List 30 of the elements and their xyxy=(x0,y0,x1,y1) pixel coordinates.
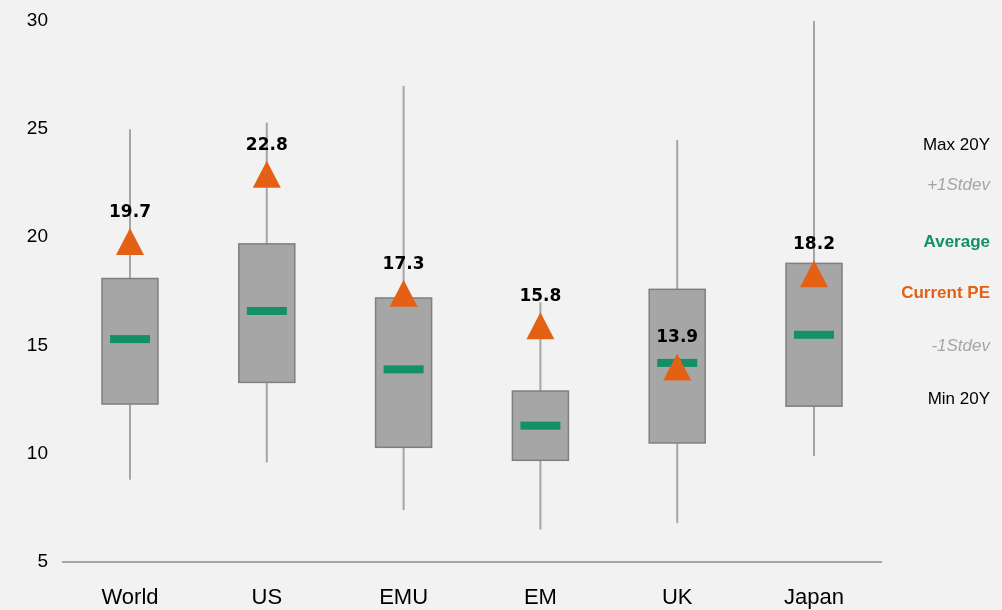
text: -1Stdev xyxy=(931,336,992,356)
y-tick-label: 15 xyxy=(26,333,48,355)
data-label: 18.2 xyxy=(793,233,835,254)
data-label: 15.8 xyxy=(519,285,562,306)
text: Max 20Y xyxy=(922,135,990,155)
y-tick-label: 25 xyxy=(26,117,48,139)
point xyxy=(252,160,281,188)
data-label: 17.3 xyxy=(382,252,425,273)
x-tick-label: EM xyxy=(523,583,557,609)
text: +1Stdev xyxy=(927,175,992,195)
point xyxy=(800,260,828,288)
text: Min 20Y xyxy=(927,389,990,409)
y-tick-label: 30 xyxy=(26,9,48,31)
point xyxy=(663,353,692,381)
point xyxy=(526,312,555,340)
text: Average xyxy=(923,232,990,252)
x-tick-label: US xyxy=(251,583,283,609)
x-tick-label: Japan xyxy=(784,583,844,609)
x-tick-label: EMU xyxy=(379,583,429,609)
x-tick-label: World xyxy=(101,583,159,609)
data-label: 19.7 xyxy=(109,200,151,221)
point xyxy=(389,279,418,307)
point xyxy=(116,227,144,255)
y-tick-label: 20 xyxy=(26,225,48,247)
y-tick-label: 5 xyxy=(37,550,48,572)
y-tick-label: 10 xyxy=(26,441,48,463)
text: Current PE xyxy=(901,283,990,303)
data-label: 13.9 xyxy=(656,326,699,347)
x-tick-label: UK xyxy=(661,583,693,609)
data-label: 22.8 xyxy=(245,133,288,154)
